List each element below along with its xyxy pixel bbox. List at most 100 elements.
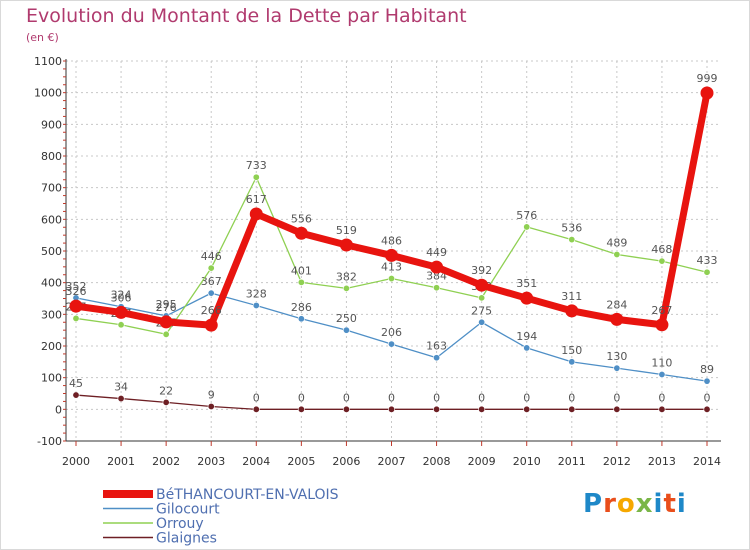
logo-letter: o	[616, 489, 636, 519]
data-point	[613, 405, 621, 413]
data-point	[117, 395, 125, 403]
x-tick-label: 2001	[107, 455, 135, 468]
data-label: 576	[516, 209, 537, 222]
data-point	[568, 405, 576, 413]
data-label: 0	[253, 391, 260, 404]
y-tick-label: -100	[37, 435, 62, 448]
data-label: 324	[111, 289, 132, 302]
data-point	[162, 330, 170, 338]
data-label: 267	[651, 304, 672, 317]
data-label: 0	[613, 391, 620, 404]
x-tick-label: 2005	[287, 455, 315, 468]
data-point	[387, 275, 395, 283]
data-label: 163	[426, 340, 447, 353]
data-point	[342, 326, 350, 334]
data-label: 276	[156, 301, 177, 314]
data-label: 382	[336, 270, 357, 283]
chart-subtitle: (en €)	[26, 31, 59, 44]
y-tick-label: 300	[41, 308, 62, 321]
data-point	[565, 304, 579, 318]
y-tick-label: 1000	[34, 87, 62, 100]
data-label: 275	[471, 304, 492, 317]
series-glaignes: 45 34 22 9 0 0 0 0 0 0 0 0 0 0 0	[69, 377, 711, 413]
data-label: 206	[381, 326, 402, 339]
data-point	[387, 405, 395, 413]
data-label: 0	[298, 391, 305, 404]
chart-title: Evolution du Montant de la Dette par Hab…	[26, 5, 467, 27]
data-label: 733	[246, 159, 267, 172]
y-tick-label: 1100	[34, 55, 62, 68]
y-tick-label: 400	[41, 277, 62, 290]
data-point	[658, 257, 666, 265]
data-point	[207, 264, 215, 272]
legend-label: Orrouy	[156, 516, 204, 532]
data-label: 0	[704, 391, 711, 404]
data-label: 0	[568, 391, 575, 404]
data-label: 433	[697, 254, 718, 267]
y-tick-label: 700	[41, 182, 62, 195]
data-label: 130	[606, 350, 627, 363]
data-point	[523, 344, 531, 352]
data-label: 449	[426, 246, 447, 259]
data-point	[655, 318, 669, 332]
data-label: 401	[291, 264, 312, 277]
data-label: 556	[291, 212, 312, 225]
y-tick-label: 800	[41, 150, 62, 163]
data-point	[478, 405, 486, 413]
logo-letter: P	[583, 489, 604, 519]
x-tick-label: 2010	[513, 455, 541, 468]
data-point	[433, 405, 441, 413]
data-point	[204, 318, 218, 332]
legend-label: Glaignes	[156, 531, 217, 547]
data-point	[72, 391, 80, 399]
data-point	[72, 314, 80, 322]
logo-letter: i	[653, 489, 664, 519]
y-tick-label: 900	[41, 118, 62, 131]
data-point	[523, 405, 531, 413]
legend-label: Gilocourt	[156, 502, 220, 518]
data-label: 0	[478, 391, 485, 404]
data-label: 9	[208, 388, 215, 401]
x-tick-label: 2004	[242, 455, 270, 468]
data-point	[478, 294, 486, 302]
data-label: 326	[66, 285, 87, 298]
x-tick-label: 2008	[423, 455, 451, 468]
data-label: 22	[159, 384, 173, 397]
data-point	[207, 289, 215, 297]
data-point	[117, 321, 125, 329]
data-point	[342, 284, 350, 292]
data-label: 150	[561, 344, 582, 357]
x-tick-label: 2014	[693, 455, 721, 468]
proxiti-logo: Proxiti	[583, 489, 687, 519]
data-point	[478, 318, 486, 326]
data-label: 413	[381, 261, 402, 274]
x-tick-label: 2006	[332, 455, 360, 468]
data-point	[475, 278, 489, 292]
data-label: 351	[516, 277, 537, 290]
data-point	[297, 315, 305, 323]
data-point	[430, 260, 444, 274]
legend-label: BéTHANCOURT-EN-VALOIS	[156, 487, 339, 503]
data-point	[162, 398, 170, 406]
data-point	[159, 315, 173, 329]
data-point	[252, 405, 260, 413]
y-tick-label: 0	[55, 403, 62, 416]
x-tick-label: 2002	[152, 455, 180, 468]
x-tick-label: 2011	[558, 455, 586, 468]
data-point	[433, 354, 441, 362]
data-point	[568, 358, 576, 366]
data-label: 0	[388, 391, 395, 404]
data-label: 367	[201, 275, 222, 288]
legend: BéTHANCOURT-EN-VALOISGilocourtOrrouyGlai…	[103, 487, 339, 547]
data-label: 392	[471, 264, 492, 277]
data-label: 266	[201, 304, 222, 317]
data-label: 617	[246, 193, 267, 206]
data-point	[297, 278, 305, 286]
y-tick-label: 100	[41, 372, 62, 385]
data-label: 328	[246, 287, 267, 300]
data-label: 311	[561, 290, 582, 303]
data-label: 306	[111, 291, 132, 304]
data-point	[433, 284, 441, 292]
data-label: 45	[69, 377, 83, 390]
